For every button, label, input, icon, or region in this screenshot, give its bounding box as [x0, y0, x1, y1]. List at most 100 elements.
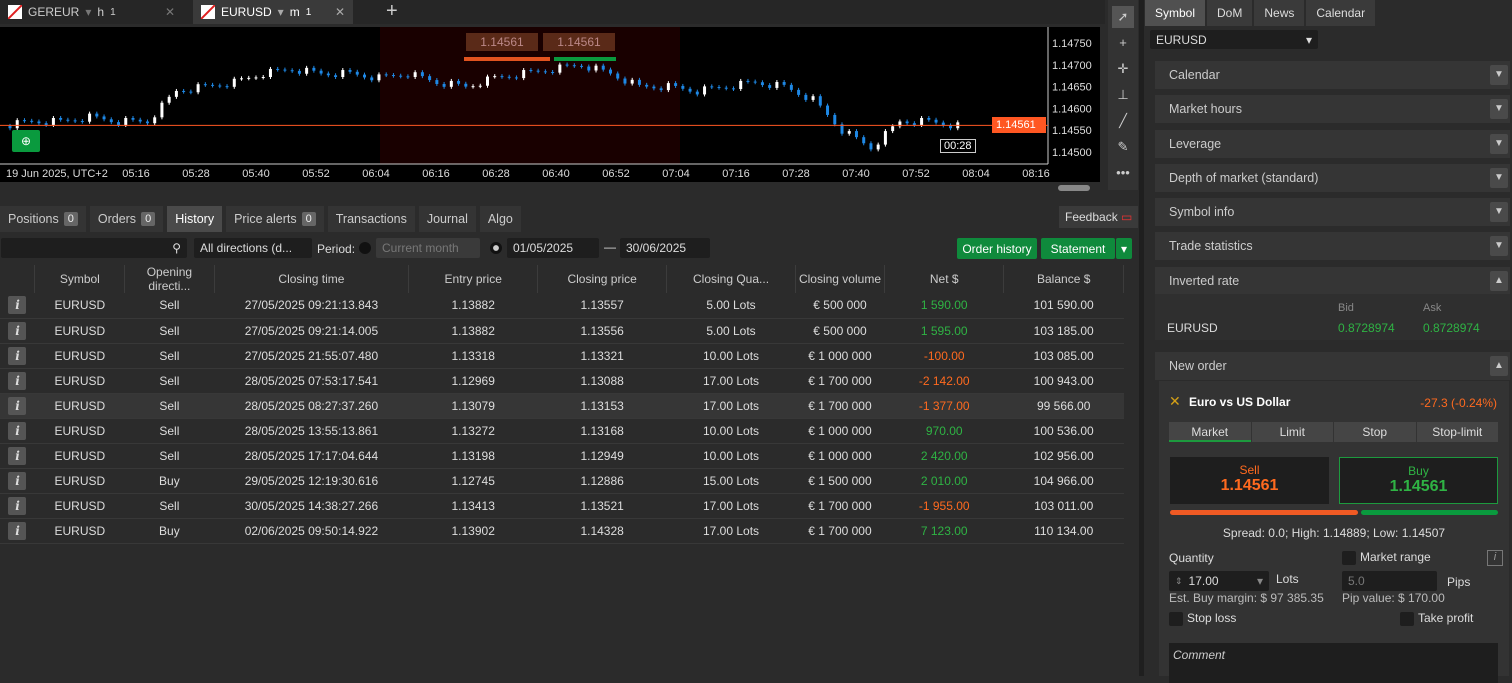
order-type-limit[interactable]: Limit [1251, 422, 1333, 442]
chevron-down-icon[interactable]: ▼ [1490, 134, 1508, 154]
chevron-up-icon[interactable]: ▲ [1490, 271, 1508, 291]
from-date-input[interactable]: 01/05/2025 [507, 238, 599, 258]
info-icon[interactable]: i [8, 521, 27, 540]
table-row[interactable]: i EURUSD Sell 28/05/2025 13:55:13.861 1.1327… [0, 418, 1124, 444]
info-icon[interactable]: i [8, 396, 27, 415]
chevron-up-icon[interactable]: ▲ [1490, 356, 1508, 376]
tab-positions[interactable]: Positions 0 [0, 206, 86, 232]
section-inverted-rate[interactable]: Inverted rate ▲ [1155, 267, 1510, 295]
direction-select[interactable]: All directions (d... [194, 238, 312, 258]
new-order-icon[interactable]: ⊕ [12, 130, 40, 152]
feedback-button[interactable]: Feedback ▭ [1059, 206, 1139, 228]
info-icon[interactable]: i [8, 371, 27, 390]
info-icon[interactable]: i [8, 446, 27, 465]
info-icon[interactable]: i [8, 296, 27, 315]
add-tab-icon[interactable]: + [386, 0, 398, 22]
tab-calendar[interactable]: Calendar [1306, 0, 1376, 26]
tab-history[interactable]: History [167, 206, 223, 232]
crosshair-icon[interactable]: + [1119, 35, 1127, 50]
quantity-stepper[interactable]: ⇕ 17.00 ▾ [1169, 571, 1269, 591]
tab-news[interactable]: News [1254, 0, 1305, 26]
tab-transactions[interactable]: Transactions [327, 206, 415, 232]
tab-orders[interactable]: Orders 0 [89, 206, 164, 232]
cross-icon[interactable]: ✛ [1117, 61, 1129, 76]
info-icon[interactable]: i [8, 346, 27, 365]
search-input[interactable]: ⚲ [1, 238, 187, 258]
table-row[interactable]: i EURUSD Sell 27/05/2025 09:21:14.005 1.1388… [0, 318, 1124, 344]
order-type-market[interactable]: Market [1169, 422, 1251, 442]
column-header[interactable]: Closing price [537, 265, 668, 293]
column-header[interactable]: Symbol [34, 265, 126, 293]
section-leverage[interactable]: Leverage ▼ [1155, 130, 1510, 158]
info-icon[interactable]: i [8, 421, 27, 440]
to-date-input[interactable]: 30/06/2025 [620, 238, 710, 258]
table-row[interactable]: i EURUSD Buy 02/06/2025 09:50:14.922 1.13902… [0, 518, 1124, 544]
table-row[interactable]: i EURUSD Sell 28/05/2025 17:17:04.644 1.1319… [0, 443, 1124, 469]
table-row[interactable]: i EURUSD Sell 28/05/2025 08:27:37.260 1.1307… [0, 393, 1124, 419]
column-header[interactable]: Closing Qua... [666, 265, 796, 293]
table-row[interactable]: i EURUSD Sell 27/05/2025 21:55:07.480 1.1331… [0, 343, 1124, 369]
trendline-icon[interactable]: ╱ [1119, 113, 1127, 128]
chevron-down-icon[interactable]: ▼ [1490, 236, 1508, 256]
chart-scrollbar[interactable] [0, 182, 1100, 194]
statement-dropdown[interactable]: ▾ [1116, 238, 1132, 259]
timeframe[interactable]: h [97, 5, 105, 19]
column-header[interactable]: Closing volume [795, 265, 886, 293]
section-symbol-info[interactable]: Symbol info ▼ [1155, 198, 1510, 226]
period-radio-preset[interactable] [359, 242, 371, 254]
order-history-button[interactable]: Order history [957, 238, 1037, 259]
chevron-down-icon[interactable]: ▼ [1490, 99, 1508, 119]
chevron-down-icon[interactable]: ▼ [1490, 202, 1508, 222]
tab-symbol[interactable]: Symbol [1145, 0, 1206, 26]
panel-splitter[interactable] [1139, 0, 1144, 676]
timeframe[interactable]: m [289, 5, 300, 19]
chevron-down-icon[interactable]: ▼ [1490, 65, 1508, 85]
tab-algo[interactable]: Algo [479, 206, 521, 232]
close-icon[interactable]: ✕ [1169, 393, 1181, 409]
section-market-hours[interactable]: Market hours ▼ [1155, 95, 1510, 123]
column-header[interactable]: Entry price [408, 265, 539, 293]
market-range-checkbox[interactable] [1342, 550, 1356, 565]
column-header[interactable]: Closing time [214, 265, 410, 293]
take-profit-checkbox[interactable] [1400, 611, 1414, 626]
tab-price-alerts[interactable]: Price alerts 0 [226, 206, 324, 232]
quick-sell-button[interactable]: 1.14561 [466, 33, 538, 51]
section-depth-of-market-standard-[interactable]: Depth of market (standard) ▼ [1155, 164, 1510, 192]
sell-button[interactable]: Sell 1.14561 [1170, 457, 1329, 504]
cursor-icon[interactable]: ➚ [1112, 6, 1134, 28]
tab-journal[interactable]: Journal [418, 206, 476, 232]
section-new-order[interactable]: New order ▲ [1155, 352, 1510, 380]
table-row[interactable]: i EURUSD Buy 29/05/2025 12:19:30.616 1.12745… [0, 468, 1124, 494]
table-row[interactable]: i EURUSD Sell 30/05/2025 14:38:27.266 1.1341… [0, 493, 1124, 519]
more-icon[interactable]: ••• [1116, 165, 1130, 180]
buy-button[interactable]: Buy 1.14561 [1339, 457, 1498, 504]
order-type-stop-limit[interactable]: Stop-limit [1416, 422, 1498, 442]
statement-button[interactable]: Statement [1041, 238, 1115, 259]
column-header[interactable]: Balance $ [1003, 265, 1124, 293]
market-range-input[interactable]: 5.0 [1342, 571, 1437, 591]
column-header[interactable]: Opening directi... [124, 265, 215, 293]
info-icon[interactable]: i [8, 321, 27, 340]
quick-buy-button[interactable]: 1.14561 [543, 33, 615, 51]
period-radio-range[interactable] [490, 242, 502, 254]
order-type-stop[interactable]: Stop [1334, 422, 1416, 442]
stop-loss-checkbox[interactable] [1169, 611, 1183, 626]
section-calendar[interactable]: Calendar ▼ [1155, 61, 1510, 89]
table-row[interactable]: i EURUSD Sell 27/05/2025 09:21:13.843 1.1388… [0, 293, 1124, 319]
info-icon[interactable]: i [1487, 550, 1503, 566]
info-icon[interactable]: i [8, 471, 27, 490]
close-icon[interactable]: ✕ [164, 5, 175, 19]
chevron-down-icon[interactable]: ▼ [1490, 168, 1508, 188]
close-icon[interactable]: ✕ [334, 5, 345, 19]
table-row[interactable]: i EURUSD Sell 28/05/2025 07:53:17.541 1.1296… [0, 368, 1124, 394]
column-header[interactable]: Net $ [884, 265, 1005, 293]
section-trade-statistics[interactable]: Trade statistics ▼ [1155, 232, 1510, 260]
pen-icon[interactable]: ✎ [1117, 139, 1129, 154]
price-chart[interactable]: 1.14750 1.14700 1.14650 1.14600 1.14550 1.145… [0, 27, 1100, 182]
add-line-icon[interactable]: ⊥ [1117, 87, 1129, 102]
info-icon[interactable]: i [8, 496, 27, 515]
tab-dom[interactable]: DoM [1207, 0, 1253, 26]
period-select[interactable]: Current month [376, 238, 480, 258]
